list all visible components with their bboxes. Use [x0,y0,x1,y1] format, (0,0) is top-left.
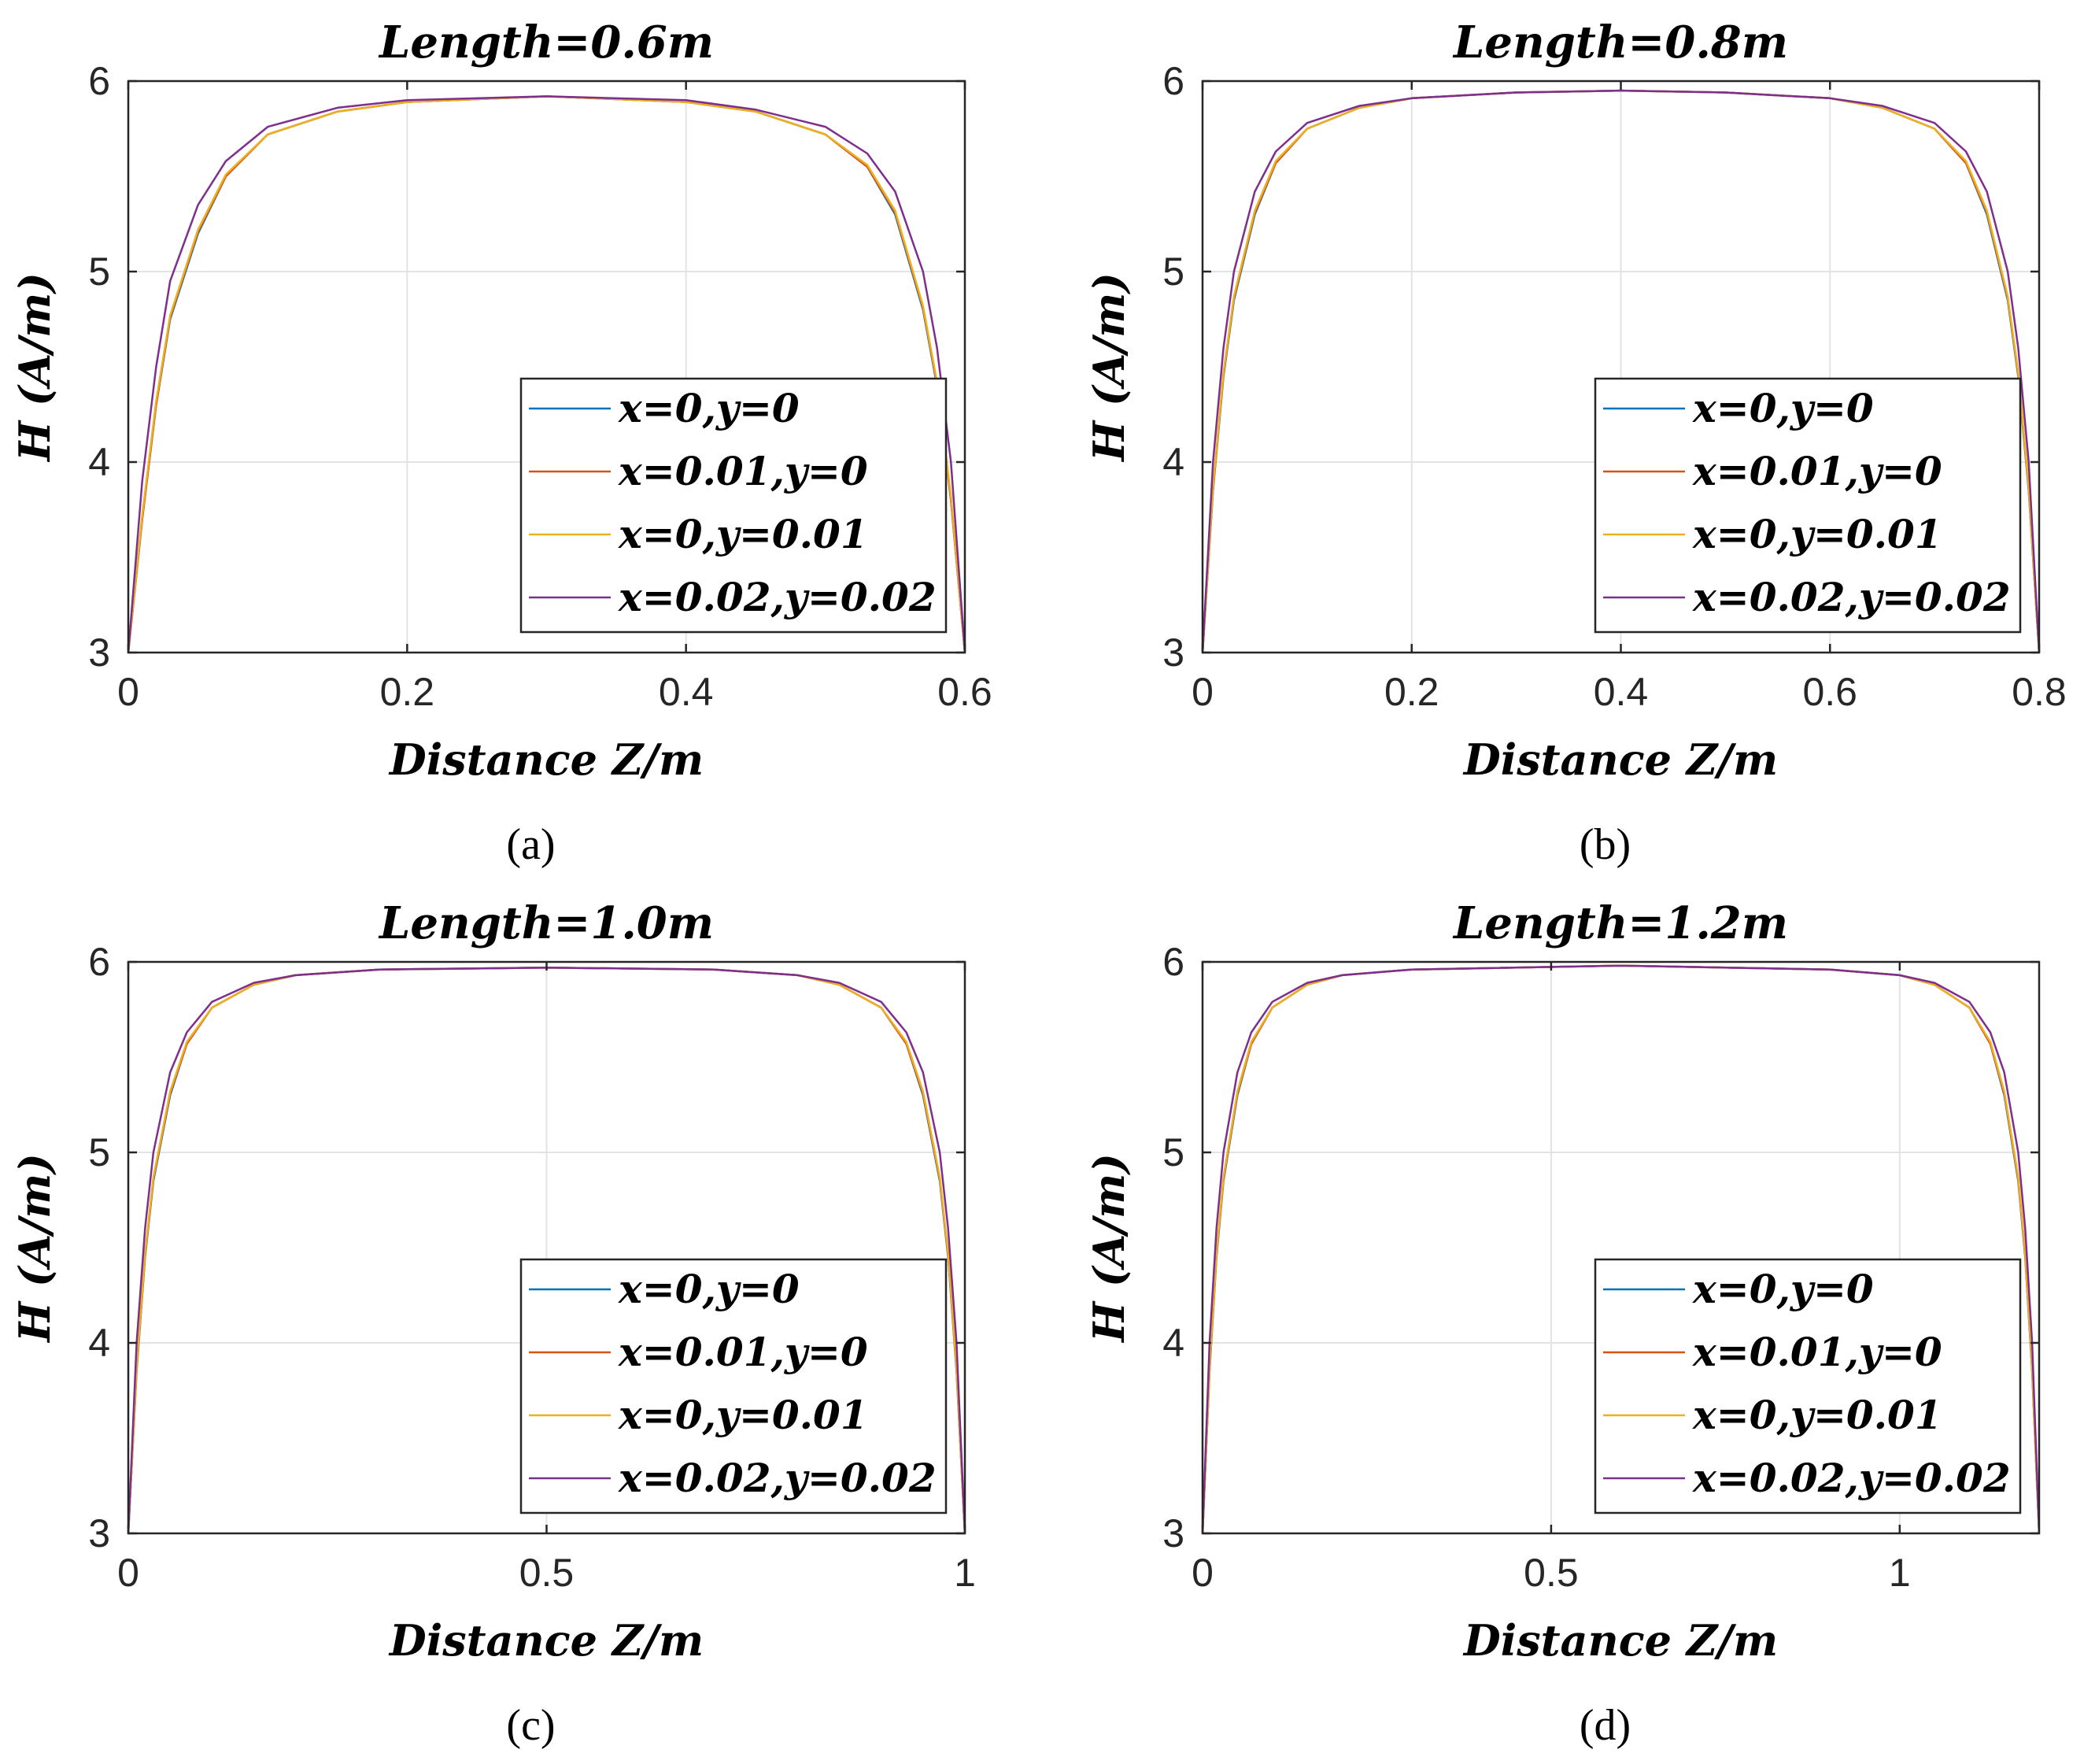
legend-label: x=0,y=0 [1692,385,1874,431]
legend: x=0,y=0 x=0.01,y=0 x=0,y=0.01 x=0.02,y=0.02 [519,1258,948,1514]
series-group [1203,89,2039,653]
x-tick-label: 0.8 [2012,670,2067,714]
chart-panel-3: 0 0.5 1 3 4 5 6 Length=1.0m Distance Z/m H (A/m) (… [9,897,976,1750]
y-tick-label: 6 [88,59,110,103]
legend-label: x=0,y=0.01 [1692,1392,1942,1438]
legend-label: x=0,y=0.01 [1692,511,1942,557]
y-tick-label: 5 [88,1130,110,1174]
x-tick-label: 0.6 [937,670,992,714]
x-tick-label: 1 [954,1551,976,1595]
legend-label: x=0.01,y=0 [1692,448,1942,494]
x-tick-label: 0 [117,1551,139,1595]
legend-label: x=0.02,y=0.02 [1692,574,2011,620]
legend-label: x=0.02,y=0.02 [618,1455,937,1501]
legend-box [519,1258,948,1514]
y-tick-label: 4 [88,440,110,484]
series-line-4 [1203,89,2039,653]
series-line-4 [1203,964,2039,1533]
x-axis-title: Distance Z/m [1462,1615,1778,1666]
x-tick-label: 0.4 [1594,670,1649,714]
legend-label: x=0,y=0 [618,1266,800,1312]
panel-label: (a) [506,820,555,869]
y-tick-label: 6 [1162,59,1184,103]
y-tick-label: 3 [88,1511,110,1555]
y-tick-label: 6 [88,940,110,984]
axes-box [127,80,966,654]
y-axis-title: H (A/m) [9,272,60,463]
legend-label: x=0.01,y=0 [618,448,868,494]
panel-label: (d) [1580,1701,1631,1750]
y-axis-title: H (A/m) [1084,272,1134,463]
x-tick-label: 0.2 [1384,670,1439,714]
legend: x=0,y=0 x=0.01,y=0 x=0,y=0.01 x=0.02,y=0.02 [1594,377,2022,634]
y-tick-label: 3 [88,631,110,675]
chart-title: Length=0.8m [1452,17,1788,68]
x-tick-label: 0 [117,670,139,714]
chart-panel-1: 0 0.2 0.4 0.6 3 4 5 6 Length=0.6m Distance Z/m H (… [9,17,992,869]
legend: x=0,y=0 x=0.01,y=0 x=0,y=0.01 x=0.02,y=0.02 [519,377,948,634]
y-tick-label: 5 [1162,250,1184,294]
x-tick-label: 0.5 [519,1551,575,1595]
y-axis-title: H (A/m) [9,1153,60,1344]
legend-label: x=0,y=0.01 [618,511,868,557]
legend-label: x=0,y=0.01 [618,1392,868,1438]
legend-box [1594,377,2022,634]
panel-label: (c) [506,1701,555,1750]
y-axis-title: H (A/m) [1084,1153,1134,1344]
x-tick-label: 1 [1889,1551,1911,1595]
y-tick-label: 4 [1162,440,1184,484]
x-tick-label: 0.6 [1802,670,1857,714]
y-tick-label: 6 [1162,940,1184,984]
y-tick-label: 4 [1162,1321,1184,1365]
chart-title: Length=0.6m [378,17,714,68]
y-tick-label: 5 [1162,1130,1184,1174]
legend-box [519,377,948,634]
x-tick-label: 0.2 [380,670,435,714]
y-tick-label: 5 [88,250,110,294]
x-tick-label: 0 [1192,670,1214,714]
chart-title: Length=1.2m [1452,897,1788,949]
legend: x=0,y=0 x=0.01,y=0 x=0,y=0.01 x=0.02,y=0.02 [1594,1258,2022,1514]
legend-label: x=0,y=0 [1692,1266,1874,1312]
chart-panel-2: 0 0.2 0.4 0.6 0.8 3 4 5 6 Length=0.8m Distance Z/m… [1084,17,2067,869]
series-group [1203,964,2039,1533]
y-tick-label: 4 [88,1321,110,1365]
legend-label: x=0.02,y=0.02 [618,574,937,620]
chart-title: Length=1.0m [378,897,714,949]
axes-box [1201,960,2041,1535]
x-tick-label: 0.5 [1524,1551,1579,1595]
legend-box [1594,1258,2022,1514]
y-tick-label: 3 [1162,1511,1184,1555]
panel-label: (b) [1580,820,1631,869]
series-group [128,95,965,653]
y-tick-label: 3 [1162,631,1184,675]
series-line-4 [128,95,965,653]
legend-label: x=0.02,y=0.02 [1692,1455,2011,1501]
chart-panel-4: 0 0.5 1 3 4 5 6 Length=1.2m Distance Z/m H (A/m) (… [1084,897,2041,1750]
legend-label: x=0.01,y=0 [1692,1329,1942,1375]
legend-label: x=0.01,y=0 [618,1329,868,1375]
x-axis-title: Distance Z/m [388,734,704,785]
x-axis-title: Distance Z/m [1462,734,1778,785]
x-tick-label: 0 [1192,1551,1214,1595]
legend-label: x=0,y=0 [618,385,800,431]
x-tick-label: 0.4 [659,670,714,714]
x-axis-title: Distance Z/m [388,1615,704,1666]
